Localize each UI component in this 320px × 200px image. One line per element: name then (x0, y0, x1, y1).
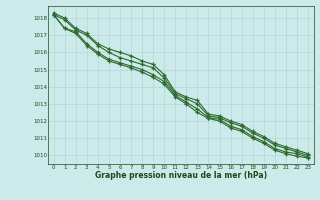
X-axis label: Graphe pression niveau de la mer (hPa): Graphe pression niveau de la mer (hPa) (95, 171, 267, 180)
